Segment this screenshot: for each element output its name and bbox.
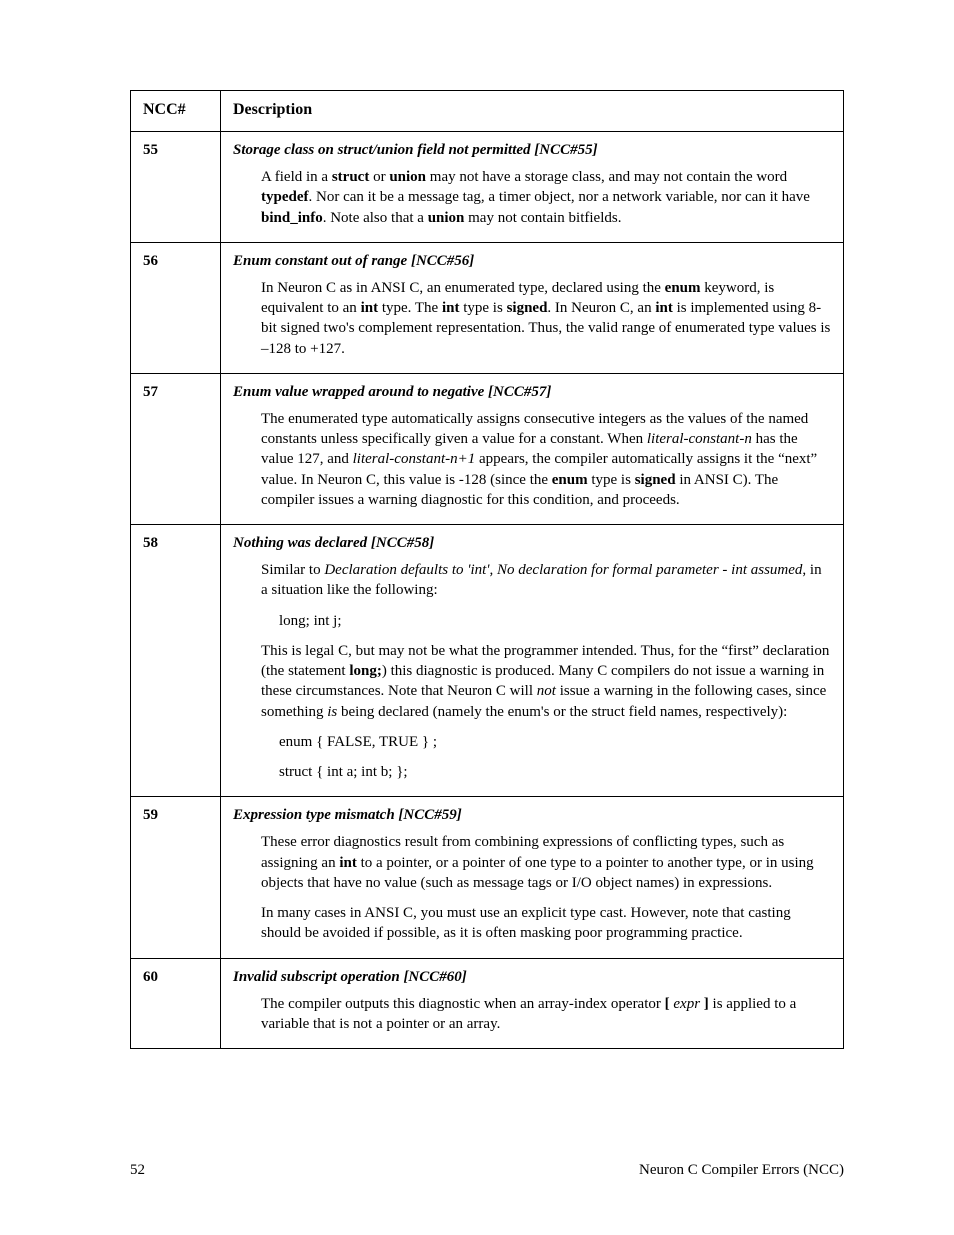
page-number: 52 [130, 1162, 145, 1179]
error-title: Invalid subscript operation [NCC#60] [233, 969, 831, 986]
header-ncc: NCC# [131, 91, 221, 132]
table-row: 60 Invalid subscript operation [NCC#60] Th… [131, 958, 844, 1049]
ncc-number: 56 [131, 242, 221, 373]
description-body: The enumerated type automatically assign… [261, 409, 831, 510]
paragraph: In Neuron C as in ANSI C, an enumerated … [261, 278, 831, 359]
ncc-number: 57 [131, 373, 221, 524]
ncc-number: 58 [131, 525, 221, 797]
paragraph: A field in a struct or union may not hav… [261, 167, 831, 228]
paragraph: In many cases in ANSI C, you must use an… [261, 903, 831, 944]
ncc-number: 55 [131, 132, 221, 243]
table-row: 55 Storage class on struct/union field no… [131, 132, 844, 243]
page-footer: 52 Neuron C Compiler Errors (NCC) [130, 1162, 844, 1179]
description-cell: Enum value wrapped around to negative [N… [221, 373, 844, 524]
paragraph: Similar to Declaration defaults to 'int'… [261, 560, 831, 601]
ncc-number: 60 [131, 958, 221, 1049]
description-cell: Nothing was declared [NCC#58] Similar to … [221, 525, 844, 797]
description-body: In Neuron C as in ANSI C, an enumerated … [261, 278, 831, 359]
error-title: Nothing was declared [NCC#58] [233, 535, 831, 552]
description-cell: Enum constant out of range [NCC#56] In Ne… [221, 242, 844, 373]
table-row: 59 Expression type mismatch [NCC#59] These… [131, 797, 844, 958]
paragraph: This is legal C, but may not be what the… [261, 641, 831, 722]
description-body: Similar to Declaration defaults to 'int'… [261, 560, 831, 782]
description-cell: Invalid subscript operation [NCC#60] The … [221, 958, 844, 1049]
error-title: Storage class on struct/union field not … [233, 142, 831, 159]
table-row: 58 Nothing was declared [NCC#58] Similar t… [131, 525, 844, 797]
paragraph: enum { FALSE, TRUE } ; [279, 732, 831, 752]
table-row: 57 Enum value wrapped around to negative … [131, 373, 844, 524]
paragraph: long; int j; [279, 611, 831, 631]
paragraph: struct { int a; int b; }; [279, 762, 831, 782]
ncc-number: 59 [131, 797, 221, 958]
paragraph: The enumerated type automatically assign… [261, 409, 831, 510]
paragraph: These error diagnostics result from comb… [261, 832, 831, 893]
description-body: A field in a struct or union may not hav… [261, 167, 831, 228]
description-body: The compiler outputs this diagnostic whe… [261, 994, 831, 1035]
table-header-row: NCC# Description [131, 91, 844, 132]
error-title: Enum value wrapped around to negative [N… [233, 384, 831, 401]
description-cell: Expression type mismatch [NCC#59] These e… [221, 797, 844, 958]
description-body: These error diagnostics result from comb… [261, 832, 831, 943]
description-cell: Storage class on struct/union field not … [221, 132, 844, 243]
paragraph: The compiler outputs this diagnostic whe… [261, 994, 831, 1035]
table-row: 56 Enum constant out of range [NCC#56] In … [131, 242, 844, 373]
footer-title: Neuron C Compiler Errors (NCC) [639, 1162, 844, 1179]
error-title: Enum constant out of range [NCC#56] [233, 253, 831, 270]
header-desc: Description [221, 91, 844, 132]
error-table: NCC# Description 55 Storage class on stru… [130, 90, 844, 1049]
page: NCC# Description 55 Storage class on stru… [0, 0, 954, 1235]
error-title: Expression type mismatch [NCC#59] [233, 807, 831, 824]
